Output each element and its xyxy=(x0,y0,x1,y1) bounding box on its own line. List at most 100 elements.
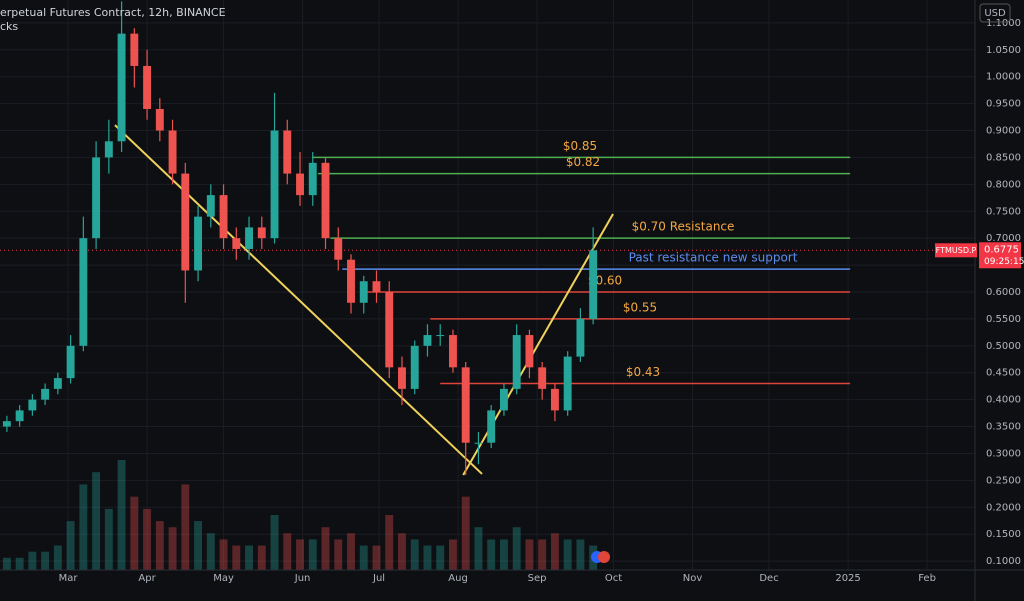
volume-bar xyxy=(308,539,317,570)
volume-bar xyxy=(104,508,113,570)
x-tick-label: Feb xyxy=(918,573,936,584)
volume-bar xyxy=(563,539,572,570)
volume-bar xyxy=(181,484,190,570)
y-tick-label: 0.4500 xyxy=(986,368,1021,379)
y-tick-label: 0.2000 xyxy=(986,502,1021,513)
volume-bar xyxy=(245,545,253,570)
volume-bar xyxy=(474,527,483,570)
volume-bar xyxy=(334,539,343,570)
y-tick-label: 0.7000 xyxy=(986,233,1021,244)
level-label: $0.70 Resistance xyxy=(632,220,735,234)
y-tick-label: 1.0000 xyxy=(986,72,1021,83)
volume-bar xyxy=(130,496,139,570)
candle-body xyxy=(589,250,598,319)
y-tick-label: 0.6000 xyxy=(986,287,1021,298)
candles xyxy=(2,1,598,475)
y-tick-label: 0.9500 xyxy=(986,99,1021,110)
y-tick-label: 0.7500 xyxy=(986,206,1021,217)
candle-body xyxy=(117,33,126,142)
volume-bar xyxy=(499,539,508,570)
x-tick-label: Aug xyxy=(448,573,468,584)
candle-body xyxy=(487,410,496,443)
candle-body xyxy=(194,216,203,271)
trend-line xyxy=(114,124,483,475)
volume-bar xyxy=(321,527,330,570)
volume-bar xyxy=(359,545,368,570)
candle-body xyxy=(79,238,88,346)
levels: $0.85 $0.82 $0.70 Resistance Past resistanc… xyxy=(114,124,851,476)
candle-body xyxy=(181,173,190,271)
y-tick-label: 0.8500 xyxy=(986,152,1021,163)
y-tick-label: 0.9000 xyxy=(986,126,1021,137)
y-tick-label: 0.8000 xyxy=(986,179,1021,190)
candle-body xyxy=(538,367,547,389)
volume-bar xyxy=(66,521,75,570)
volume-bar xyxy=(550,533,559,570)
volume-bar xyxy=(449,539,457,570)
y-tick-label: 0.1500 xyxy=(986,529,1021,540)
candle-body xyxy=(53,378,62,389)
candle-body xyxy=(28,399,37,411)
volume-bar xyxy=(117,460,126,570)
candle-body xyxy=(499,388,508,411)
x-tick-label: Dec xyxy=(759,573,778,584)
y-tick-label: 0.4000 xyxy=(986,395,1021,406)
volume-bar xyxy=(194,521,203,570)
candle-body xyxy=(550,388,559,411)
candle-body xyxy=(245,227,253,249)
x-tick-label: Jun xyxy=(294,573,311,584)
event-icon[interactable] xyxy=(598,551,610,563)
countdown-label: 09:25:15 xyxy=(984,257,1024,267)
candle-body xyxy=(347,259,355,303)
x-tick-label: Oct xyxy=(605,573,622,584)
x-tick-label: Sep xyxy=(528,573,547,584)
candle-body xyxy=(15,410,24,422)
volume-bar xyxy=(206,533,215,570)
volume-bar xyxy=(525,539,534,570)
volume-bar xyxy=(576,539,585,570)
candle-body xyxy=(461,367,470,443)
volume-bar xyxy=(53,545,62,570)
currency-label[interactable]: USD xyxy=(984,8,1006,19)
symbol-tag xyxy=(935,243,977,258)
candle-body xyxy=(576,318,585,357)
chart-title: erpetual Futures Contract, 12h, BINANCE xyxy=(0,6,226,19)
candle-body xyxy=(296,173,304,196)
currency-button[interactable] xyxy=(979,3,1011,23)
volume-bar xyxy=(257,545,266,570)
candle-body xyxy=(92,157,101,239)
y-tick-label: 0.3000 xyxy=(986,448,1021,459)
volume-bar xyxy=(2,557,11,570)
volume-bar xyxy=(28,551,37,570)
volume-bar xyxy=(41,551,50,570)
candle-body xyxy=(423,335,432,346)
volume-bar xyxy=(410,539,419,570)
volume-bar xyxy=(79,484,88,570)
volume-bar xyxy=(423,545,432,570)
price-label: 0.6775 xyxy=(984,244,1019,255)
y-tick-label: 0.3500 xyxy=(986,422,1021,433)
volume-bar xyxy=(296,539,304,570)
candle-body xyxy=(143,65,152,109)
y-tick-label: 1.0500 xyxy=(986,45,1021,56)
volume-bar xyxy=(512,527,521,570)
price-tag xyxy=(979,242,1021,269)
candle-body xyxy=(104,141,113,158)
y-tick-label: 1.1000 xyxy=(986,18,1021,29)
x-tick-label: 2025 xyxy=(835,573,860,584)
candle-body xyxy=(372,281,381,292)
x-tick-label: Apr xyxy=(138,573,156,584)
candle-body xyxy=(385,291,394,368)
level-label: $0.82 xyxy=(566,155,600,169)
candle-body xyxy=(168,130,177,174)
candle-body xyxy=(563,356,572,411)
candle-body xyxy=(449,335,457,368)
candle-body xyxy=(66,345,75,379)
candle-body xyxy=(219,195,228,239)
volume-bar xyxy=(270,515,279,570)
symbol-label: FTMUSD.P xyxy=(936,246,977,255)
volume-bar xyxy=(232,545,241,570)
volume-bar xyxy=(155,521,164,570)
